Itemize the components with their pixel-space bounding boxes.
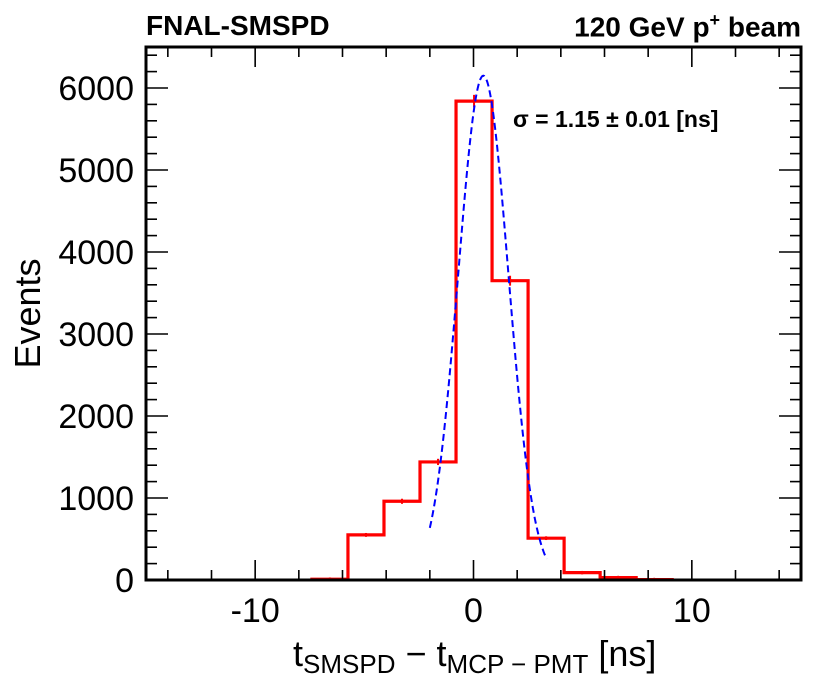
beam-suffix-text: beam bbox=[720, 11, 801, 43]
y-axis-label: Events bbox=[7, 258, 48, 368]
histogram-outline bbox=[310, 99, 674, 582]
y-tick-label-4: 4000 bbox=[58, 234, 134, 272]
x-label-minus: − bbox=[395, 633, 436, 674]
x-axis-label: tSMSPD − tMCP − PMT [ns] bbox=[293, 633, 656, 679]
y-tick-label-6: 6000 bbox=[58, 70, 134, 108]
beam-energy-text: 120 GeV p bbox=[574, 11, 710, 43]
y-tick-label-1: 1000 bbox=[58, 480, 134, 518]
header-left-label: FNAL-SMSPD bbox=[146, 10, 330, 41]
x-label-sub1: SMSPD bbox=[303, 649, 395, 679]
histogram-bin-6 bbox=[544, 536, 548, 540]
x-tick-label-2: 10 bbox=[673, 592, 711, 630]
gaussian-fit-curve bbox=[428, 74, 548, 560]
x-label-unit: [ns] bbox=[588, 633, 656, 674]
y-tick-label-3: 3000 bbox=[58, 316, 134, 354]
header-right-label: 120 GeV p+ beam bbox=[574, 10, 801, 43]
sigma-annotation: σ = 1.15 ± 0.01 [ns] bbox=[513, 106, 718, 132]
x-tick-label-0: -10 bbox=[231, 592, 280, 630]
x-label-t1: t bbox=[293, 633, 303, 674]
plot-marks bbox=[310, 74, 674, 582]
axis-tick-labels: -10 0 10 0 1000 2000 3000 4000 5000 6000 bbox=[58, 70, 710, 630]
y-tick-label-2: 2000 bbox=[58, 398, 134, 436]
histogram-bin-3 bbox=[436, 460, 440, 464]
y-tick-label-5: 5000 bbox=[58, 152, 134, 190]
axis-ticks bbox=[146, 47, 801, 581]
histogram-bin-2 bbox=[400, 499, 404, 504]
x-label-t2: t bbox=[437, 633, 447, 674]
beam-charge-superscript: + bbox=[709, 10, 721, 30]
x-label-sub2: MCP − PMT bbox=[447, 649, 589, 679]
histogram-bin-7 bbox=[580, 570, 584, 575]
x-tick-label-1: 0 bbox=[464, 592, 483, 630]
y-tick-label-0: 0 bbox=[115, 562, 134, 600]
histogram-bin-8 bbox=[616, 575, 620, 580]
histogram-bin-1 bbox=[364, 533, 368, 537]
